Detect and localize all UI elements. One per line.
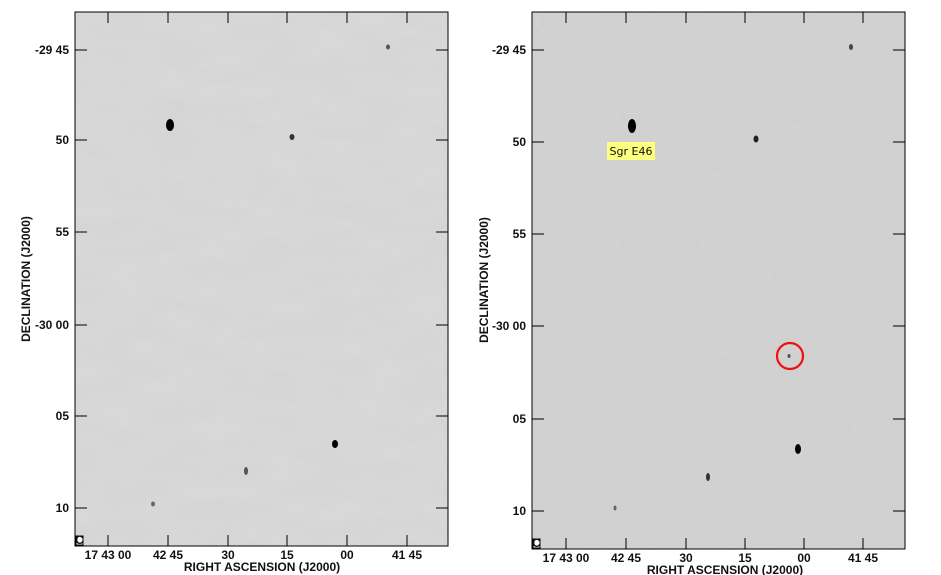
radio-source bbox=[787, 354, 791, 358]
x-tick-label: 41 45 bbox=[848, 551, 878, 565]
radio-source bbox=[795, 444, 801, 454]
source-label: Sgr E46 bbox=[610, 145, 653, 158]
image-noise bbox=[75, 12, 448, 546]
radio-source bbox=[706, 473, 710, 481]
radio-source bbox=[244, 467, 248, 475]
radio-source bbox=[849, 44, 853, 50]
image-noise bbox=[532, 12, 905, 549]
y-tick-label: 05 bbox=[56, 409, 70, 423]
radio-source bbox=[386, 44, 390, 50]
x-tick-label: 17 43 00 bbox=[543, 551, 590, 565]
radio-source bbox=[332, 440, 338, 448]
y-axis-label: DECLINATION (J2000) bbox=[477, 217, 491, 343]
radio-source bbox=[289, 134, 295, 140]
y-tick-label: 50 bbox=[513, 135, 527, 149]
radio-source bbox=[166, 119, 174, 131]
x-tick-label: 30 bbox=[221, 548, 235, 562]
corner-mark-box bbox=[75, 535, 84, 546]
left-panel: 17 43 00 42 45 30 15 00 41 45 -29 45 50 55 -30 00… bbox=[19, 11, 449, 574]
x-axis-label: RIGHT ASCENSION (J2000) bbox=[184, 560, 340, 574]
radio-source-sgr-e46 bbox=[628, 119, 636, 133]
x-tick-label: 30 bbox=[679, 551, 693, 565]
plot-frame bbox=[74, 11, 449, 547]
x-tick-label: 41 45 bbox=[392, 548, 422, 562]
highlight-circle bbox=[775, 341, 805, 371]
y-tick-label: -30 00 bbox=[492, 319, 526, 333]
y-tick-label: 05 bbox=[513, 412, 527, 426]
x-tick-label: 42 45 bbox=[153, 548, 183, 562]
corner-mark: C bbox=[532, 536, 541, 550]
x-tick-label: 17 43 00 bbox=[85, 548, 132, 562]
x-tick-label: 42 45 bbox=[611, 551, 641, 565]
y-tick-label: 50 bbox=[56, 133, 70, 147]
x-tick-label: 15 bbox=[280, 548, 294, 562]
right-panel: Sgr E46 17 43 00 42 45 30 15 00 41 45 -29 45 50… bbox=[477, 11, 906, 575]
x-tick-label: 00 bbox=[340, 548, 354, 562]
y-tick-label: 10 bbox=[56, 501, 70, 515]
y-tick-label: 10 bbox=[513, 504, 527, 518]
radio-source bbox=[151, 501, 155, 507]
radio-source bbox=[613, 505, 617, 511]
source-label-box bbox=[607, 142, 655, 160]
corner-mark-box bbox=[532, 538, 541, 549]
y-tick-label: -30 00 bbox=[35, 318, 69, 332]
radio-source bbox=[753, 135, 759, 143]
x-tick-label: 15 bbox=[738, 551, 752, 565]
y-tick-label: -29 45 bbox=[35, 43, 69, 57]
y-axis-label: DECLINATION (J2000) bbox=[19, 216, 33, 342]
y-tick-label: -29 45 bbox=[492, 43, 526, 57]
corner-mark: C bbox=[75, 533, 84, 547]
y-tick-label: 55 bbox=[56, 225, 70, 239]
plot-frame bbox=[531, 11, 906, 550]
x-axis-label: RIGHT ASCENSION (J2000) bbox=[647, 563, 803, 575]
y-tick-label: 55 bbox=[513, 227, 527, 241]
x-tick-label: 00 bbox=[797, 551, 811, 565]
